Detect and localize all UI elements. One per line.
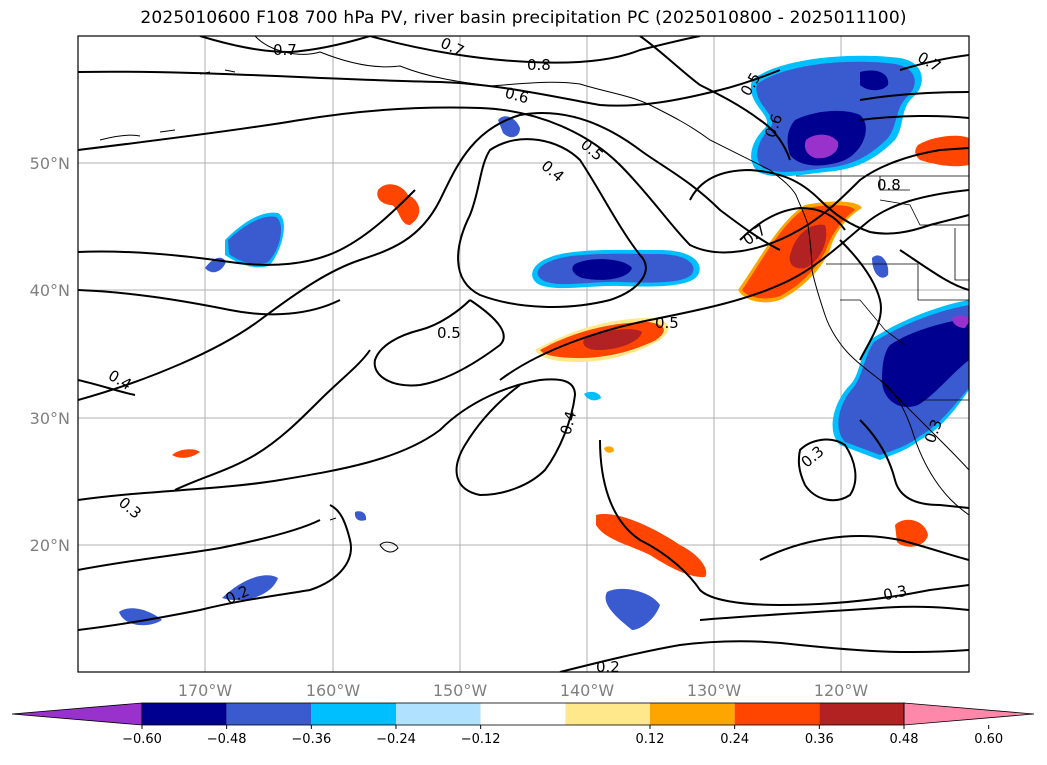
colorbar-extend-low: [11, 702, 143, 726]
colorbar-tick-label: 0.12: [636, 732, 665, 747]
contour-0.4: [78, 112, 781, 401]
contour-0.5: [78, 106, 969, 254]
contour-0.8-ne: [859, 91, 969, 101]
latitude-labels: 50°N 40°N 30°N 20°N: [30, 154, 70, 555]
lon-label: 150°W: [433, 681, 488, 700]
map-title: 2025010600 F108 700 hPa PV, river basin …: [140, 8, 907, 28]
contour-0.3: [78, 378, 577, 501]
colorbar-segment: [565, 703, 650, 725]
colorbar-segment: [142, 703, 227, 725]
contour-0.2: [78, 504, 352, 631]
contour-label: 0.3: [882, 582, 909, 605]
contour-label: 0.6: [503, 84, 531, 108]
contour-label: 0.7: [273, 41, 297, 59]
colorbar-tick-label: −0.60: [122, 732, 162, 747]
negative-anomaly-subtropics: [605, 588, 660, 630]
colorbar-tick-label: 0.36: [805, 732, 834, 747]
contour-label: 0.8: [527, 56, 551, 74]
longitude-labels: 170°W 160°W 150°W 140°W 130°W 120°W: [178, 681, 869, 700]
contour-0.6-b: [639, 36, 791, 161]
lon-label: 170°W: [178, 681, 233, 700]
colorbar-tick-label: 0.60: [974, 732, 1003, 747]
contour-inland-2: [899, 249, 969, 291]
contour-0.7-top: [199, 36, 371, 54]
contour-0.8: [369, 36, 701, 64]
contour-inland-1: [839, 239, 882, 361]
lat-label: 20°N: [30, 536, 70, 555]
contour-label: 0.4: [557, 409, 581, 437]
contour-0.2-b: [78, 519, 321, 571]
colorbar: −0.60 −0.48 −0.36 −0.24 −0.12 0.12 0.24 0.36 0.4…: [11, 702, 1035, 747]
colorbar-segment: [734, 703, 820, 725]
colorbar-frame: [141, 702, 905, 726]
contour-0.5-b: [373, 299, 505, 387]
lon-label: 160°W: [306, 681, 361, 700]
contour-label: 0.2: [596, 658, 620, 676]
contour-0.7-ne: [899, 54, 969, 71]
lat-label: 30°N: [30, 409, 70, 428]
colorbar-tick-label: 0.48: [890, 732, 919, 747]
colorbar-extend-high: [903, 702, 1035, 726]
colorbar-tick-label: −0.12: [461, 732, 501, 747]
pv-contours: [78, 36, 969, 672]
contour-label: 0.5: [655, 314, 679, 332]
lon-label: 140°W: [560, 681, 615, 700]
lat-label: 50°N: [30, 154, 70, 173]
contour-0.7-b: [739, 206, 846, 241]
colorbar-segment: [819, 703, 904, 725]
contour-0.2-c: [559, 640, 969, 672]
contour-0.6: [78, 69, 781, 107]
contour-0.6-ne: [859, 114, 969, 121]
lat-label: 40°N: [30, 281, 70, 300]
colorbar-tick-label: −0.36: [291, 732, 331, 747]
contour-0.4-d: [78, 379, 136, 396]
contour-0.3-b: [174, 349, 371, 491]
gridlines: [78, 36, 969, 672]
contour-0.2-d: [759, 535, 969, 561]
contour-0.4-west: [78, 189, 416, 266]
contour-0.7: [689, 168, 969, 235]
colorbar-segment: [396, 703, 481, 725]
political-boundaries: [796, 175, 969, 401]
lon-label: 130°W: [687, 681, 742, 700]
colorbar-tick-label: −0.24: [376, 732, 416, 747]
contour-0.3-d: [797, 438, 857, 502]
colorbar-segment: [650, 703, 735, 725]
contour-0.3-f: [699, 605, 969, 621]
contour-label: 0.5: [437, 324, 461, 342]
contour-0.3-e: [859, 419, 969, 509]
contour-label: 0.8: [877, 176, 901, 194]
map-frame: [77, 35, 970, 673]
colorbar-tick-label: −0.48: [207, 732, 247, 747]
contour-0.4-loop: [457, 138, 647, 308]
colorbar-segment: [226, 703, 312, 725]
colorbar-segment: [311, 703, 396, 725]
contour-0.5-west: [78, 289, 341, 316]
colorbar-segment: [480, 703, 566, 725]
contour-0.4-c: [499, 189, 969, 381]
colorbar-tick-label: 0.24: [720, 732, 749, 747]
lon-label: 120°W: [814, 681, 869, 700]
contour-0.3-c: [599, 439, 969, 607]
